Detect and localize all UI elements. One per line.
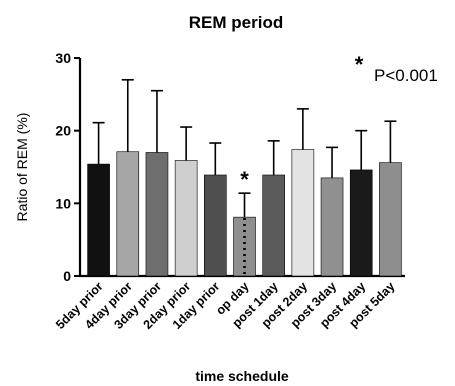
y-tick-label: 30	[55, 50, 71, 66]
legend-text: P<0.001	[374, 66, 438, 85]
bar	[379, 162, 402, 277]
y-axis: 0 10 20 30	[55, 50, 82, 284]
bar	[87, 163, 110, 277]
y-tick-label: 0	[63, 268, 71, 284]
significance-star: *	[240, 167, 249, 192]
bar	[291, 149, 315, 277]
x-axis-label: time schedule	[195, 368, 289, 384]
y-tick-label: 10	[55, 195, 71, 211]
y-axis-label: Ratio of REM (%)	[14, 113, 30, 222]
bar	[174, 160, 198, 277]
y-tick-label: 20	[55, 123, 71, 139]
bar	[262, 174, 285, 277]
chart-title: REM period	[189, 13, 283, 32]
bar	[320, 177, 344, 277]
bar	[145, 152, 169, 277]
legend-star-marker: *	[355, 52, 364, 77]
bar	[116, 151, 140, 277]
bars-group: *	[87, 79, 402, 277]
bar	[204, 174, 227, 277]
bar	[349, 169, 373, 277]
